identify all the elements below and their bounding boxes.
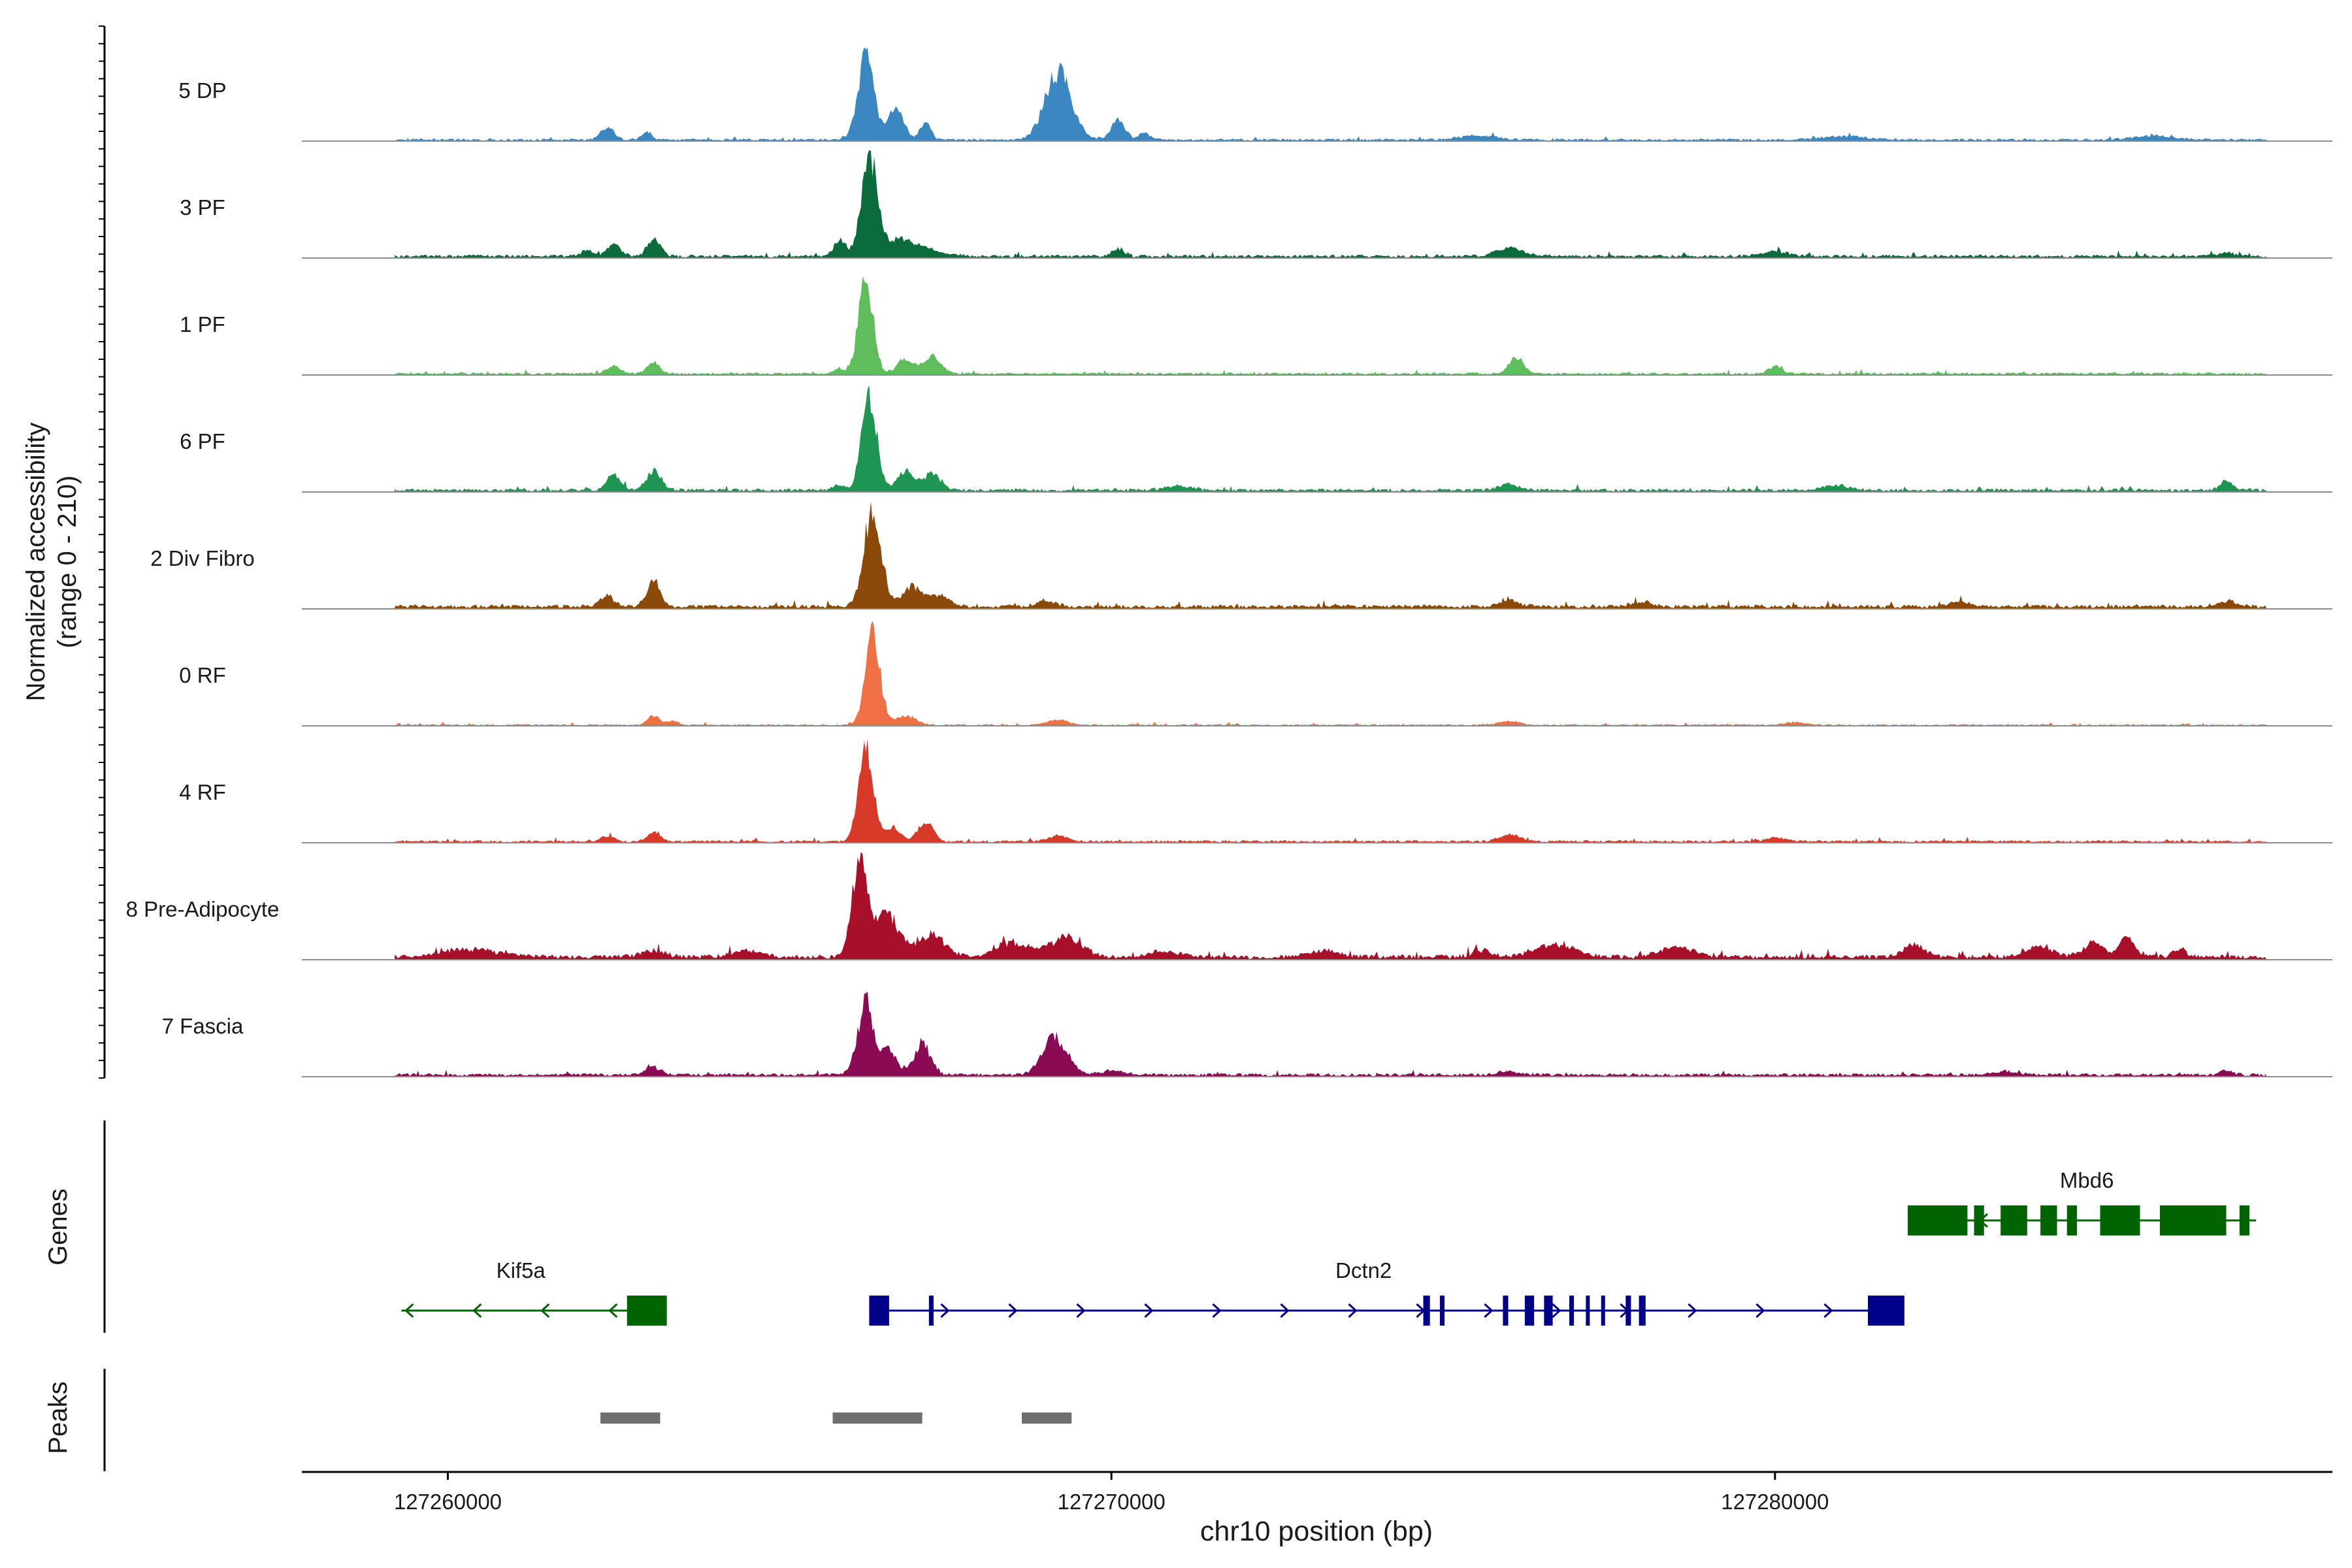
exon-Mbd6-5: [2100, 1205, 2140, 1235]
coverage-area-1: [395, 150, 2266, 258]
exon-Dctn2-12: [1868, 1296, 1904, 1326]
coverage-area-0: [395, 47, 2266, 142]
strand-arrow-Dctn2: [1688, 1303, 1697, 1318]
track-label-3: 6 PF: [180, 429, 225, 453]
exon-Mbd6-4: [2066, 1205, 2077, 1235]
strand-arrow-Dctn2: [1280, 1303, 1290, 1318]
track-label-8: 7 Fascia: [162, 1014, 244, 1038]
peak-region-0: [600, 1413, 661, 1424]
strand-arrow-Dctn2: [1212, 1303, 1222, 1318]
strand-arrow-Dctn2: [1348, 1303, 1358, 1318]
exon-Dctn2-4: [1503, 1296, 1509, 1326]
genes-panel-label: Genes: [44, 1188, 73, 1266]
y-axis-label-line2: (range 0 - 210): [53, 476, 82, 649]
x-tick-label-0: 127260000: [394, 1490, 502, 1514]
strand-arrow-Dctn2: [1076, 1303, 1086, 1318]
exon-Dctn2-9: [1601, 1296, 1605, 1326]
strand-arrow-Kif5a: [540, 1303, 550, 1318]
x-axis: 127260000 127270000 127280000: [302, 1471, 2332, 1514]
coverage-area-6: [395, 738, 2266, 843]
peaks-panel-label: Peaks: [44, 1381, 73, 1454]
strand-arrow-Dctn2: [1008, 1303, 1018, 1318]
coverage-area-8: [395, 991, 2266, 1077]
peaks-panel: [103, 1369, 1072, 1471]
exon-Mbd6-1: [1974, 1205, 1984, 1235]
gene-label-Dctn2: Dctn2: [1335, 1258, 1392, 1282]
peak-region-1: [832, 1413, 923, 1424]
coverage-area-2: [395, 276, 2266, 375]
strand-arrow-Dctn2: [1823, 1303, 1833, 1318]
peak-region-2: [1022, 1413, 1072, 1424]
exon-Mbd6-7: [2239, 1205, 2250, 1235]
track-label-5: 0 RF: [179, 663, 226, 687]
exon-Mbd6-0: [1907, 1205, 1968, 1235]
gene-label-Kif5a: Kif5a: [497, 1258, 546, 1282]
exon-Dctn2-1: [928, 1296, 934, 1326]
exon-Dctn2-6: [1544, 1296, 1553, 1326]
coverage-area-7: [395, 852, 2266, 960]
exon-Dctn2-10: [1625, 1296, 1631, 1326]
strand-arrow-Kif5a: [404, 1303, 414, 1318]
track-label-0: 5 DP: [178, 78, 226, 103]
exon-Dctn2-8: [1586, 1296, 1590, 1326]
exon-Dctn2-3: [1439, 1296, 1445, 1326]
coverage-area-3: [395, 385, 2266, 492]
strand-arrow-Dctn2: [1484, 1303, 1494, 1318]
exon-Dctn2-11: [1639, 1296, 1646, 1326]
y-axis-label-line1: Normalized accessibility: [22, 423, 50, 702]
x-tick-label-1: 127270000: [1058, 1490, 1166, 1514]
exon-Dctn2-0: [869, 1296, 889, 1326]
coverage-area-4: [395, 501, 2266, 609]
strand-arrow-Dctn2: [1756, 1303, 1765, 1318]
strand-arrow-Dctn2: [940, 1303, 950, 1318]
exon-Dctn2-2: [1423, 1296, 1430, 1326]
x-axis-title: chr10 position (bp): [1200, 1516, 1433, 1547]
strand-arrow-Kif5a: [472, 1303, 482, 1318]
exon-Dctn2-7: [1569, 1296, 1575, 1326]
exon-Mbd6-2: [2001, 1205, 2027, 1235]
track-label-4: 2 Div Fibro: [150, 546, 255, 570]
coverage-panel: 5 DP 3 PF 1 PF 6 PF 2 Div Fibro 0 RF 4 RF 8 Pre…: [99, 25, 2332, 1079]
strand-arrow-Dctn2: [1144, 1303, 1154, 1318]
genes-panel: Kif5a Dctn2 Mbd6: [103, 1120, 2257, 1333]
exon-Mbd6-6: [2159, 1205, 2227, 1235]
exon-Mbd6-3: [2040, 1205, 2057, 1235]
track-label-6: 4 RF: [179, 780, 226, 804]
track-label-2: 1 PF: [180, 312, 225, 336]
x-tick-label-2: 127280000: [1721, 1490, 1829, 1514]
coverage-area-5: [395, 621, 2266, 726]
track-label-1: 3 PF: [180, 195, 225, 220]
strand-arrow-Dctn2: [1552, 1303, 1561, 1318]
track-label-7: 8 Pre-Adipocyte: [126, 897, 280, 921]
gene-label-Mbd6: Mbd6: [2060, 1168, 2114, 1192]
exon-Dctn2-5: [1524, 1296, 1535, 1326]
strand-arrow-Kif5a: [608, 1303, 618, 1318]
exon-Kif5a-0: [627, 1296, 667, 1326]
